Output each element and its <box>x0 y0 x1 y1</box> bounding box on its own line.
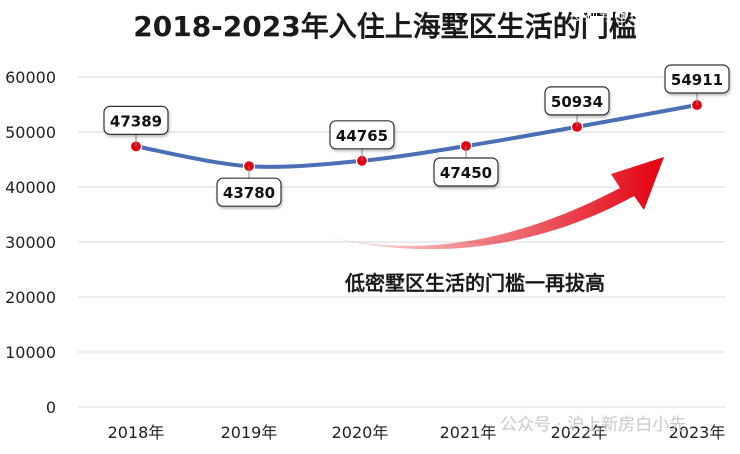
x-tick-label: 2018年 <box>108 423 165 442</box>
gridlines <box>78 76 725 408</box>
data-label-text: 43780 <box>223 184 275 202</box>
bottom-watermark: 公众号 · 沪上新房白小先 <box>500 415 686 435</box>
data-label: 43780 <box>216 166 282 207</box>
y-tick-label: 20000 <box>5 288 56 307</box>
y-tick-label: 50000 <box>5 123 56 142</box>
data-label-box <box>103 105 169 135</box>
y-tick-label: 0 <box>46 398 56 417</box>
data-label-text: 47389 <box>110 112 162 130</box>
x-tick-label: 2020年 <box>332 423 389 442</box>
data-label-text: 44765 <box>336 127 388 145</box>
data-label-box <box>216 177 282 207</box>
data-label-box <box>433 157 499 187</box>
data-label-box <box>664 64 730 94</box>
x-axis-ticks: 2018年 2019年 2020年 2021年 2022年 2023年 <box>108 423 726 442</box>
y-tick-label: 10000 <box>5 343 56 362</box>
y-axis-ticks: 0 10000 20000 30000 40000 50000 60000 <box>5 68 56 417</box>
data-label-text: 47450 <box>440 164 492 182</box>
x-tick-label: 2023年 <box>669 423 726 442</box>
data-label-text: 54911 <box>671 71 723 89</box>
x-tick-label: 2021年 <box>440 423 497 442</box>
x-tick-label: 2022年 <box>551 423 608 442</box>
trend-arrow <box>298 157 664 250</box>
y-tick-label: 40000 <box>5 178 56 197</box>
data-label: 50934 <box>544 86 610 127</box>
data-label: 44765 <box>329 120 395 161</box>
series-line <box>129 98 704 173</box>
x-tick-label: 2019年 <box>221 423 278 442</box>
data-label-box <box>544 86 610 116</box>
data-label: 54911 <box>664 64 730 105</box>
y-tick-label: 30000 <box>5 233 56 252</box>
series-path <box>134 102 699 169</box>
data-label: 47389 <box>103 105 169 147</box>
top-watermark: 搜狐号@搜狐焦点孝感站 <box>569 6 734 24</box>
data-label-box <box>329 120 395 150</box>
data-label: 47450 <box>433 146 499 187</box>
chart-title: 2018-2023年入住上海墅区生活的门槛 <box>133 10 636 43</box>
annotation-text: 低密墅区生活的门槛一再拔高 <box>344 271 605 295</box>
data-labels: 47389 43780 44765 47450 50934 54911 <box>103 64 730 207</box>
data-label-text: 50934 <box>551 93 603 111</box>
y-tick-label: 60000 <box>5 68 56 87</box>
